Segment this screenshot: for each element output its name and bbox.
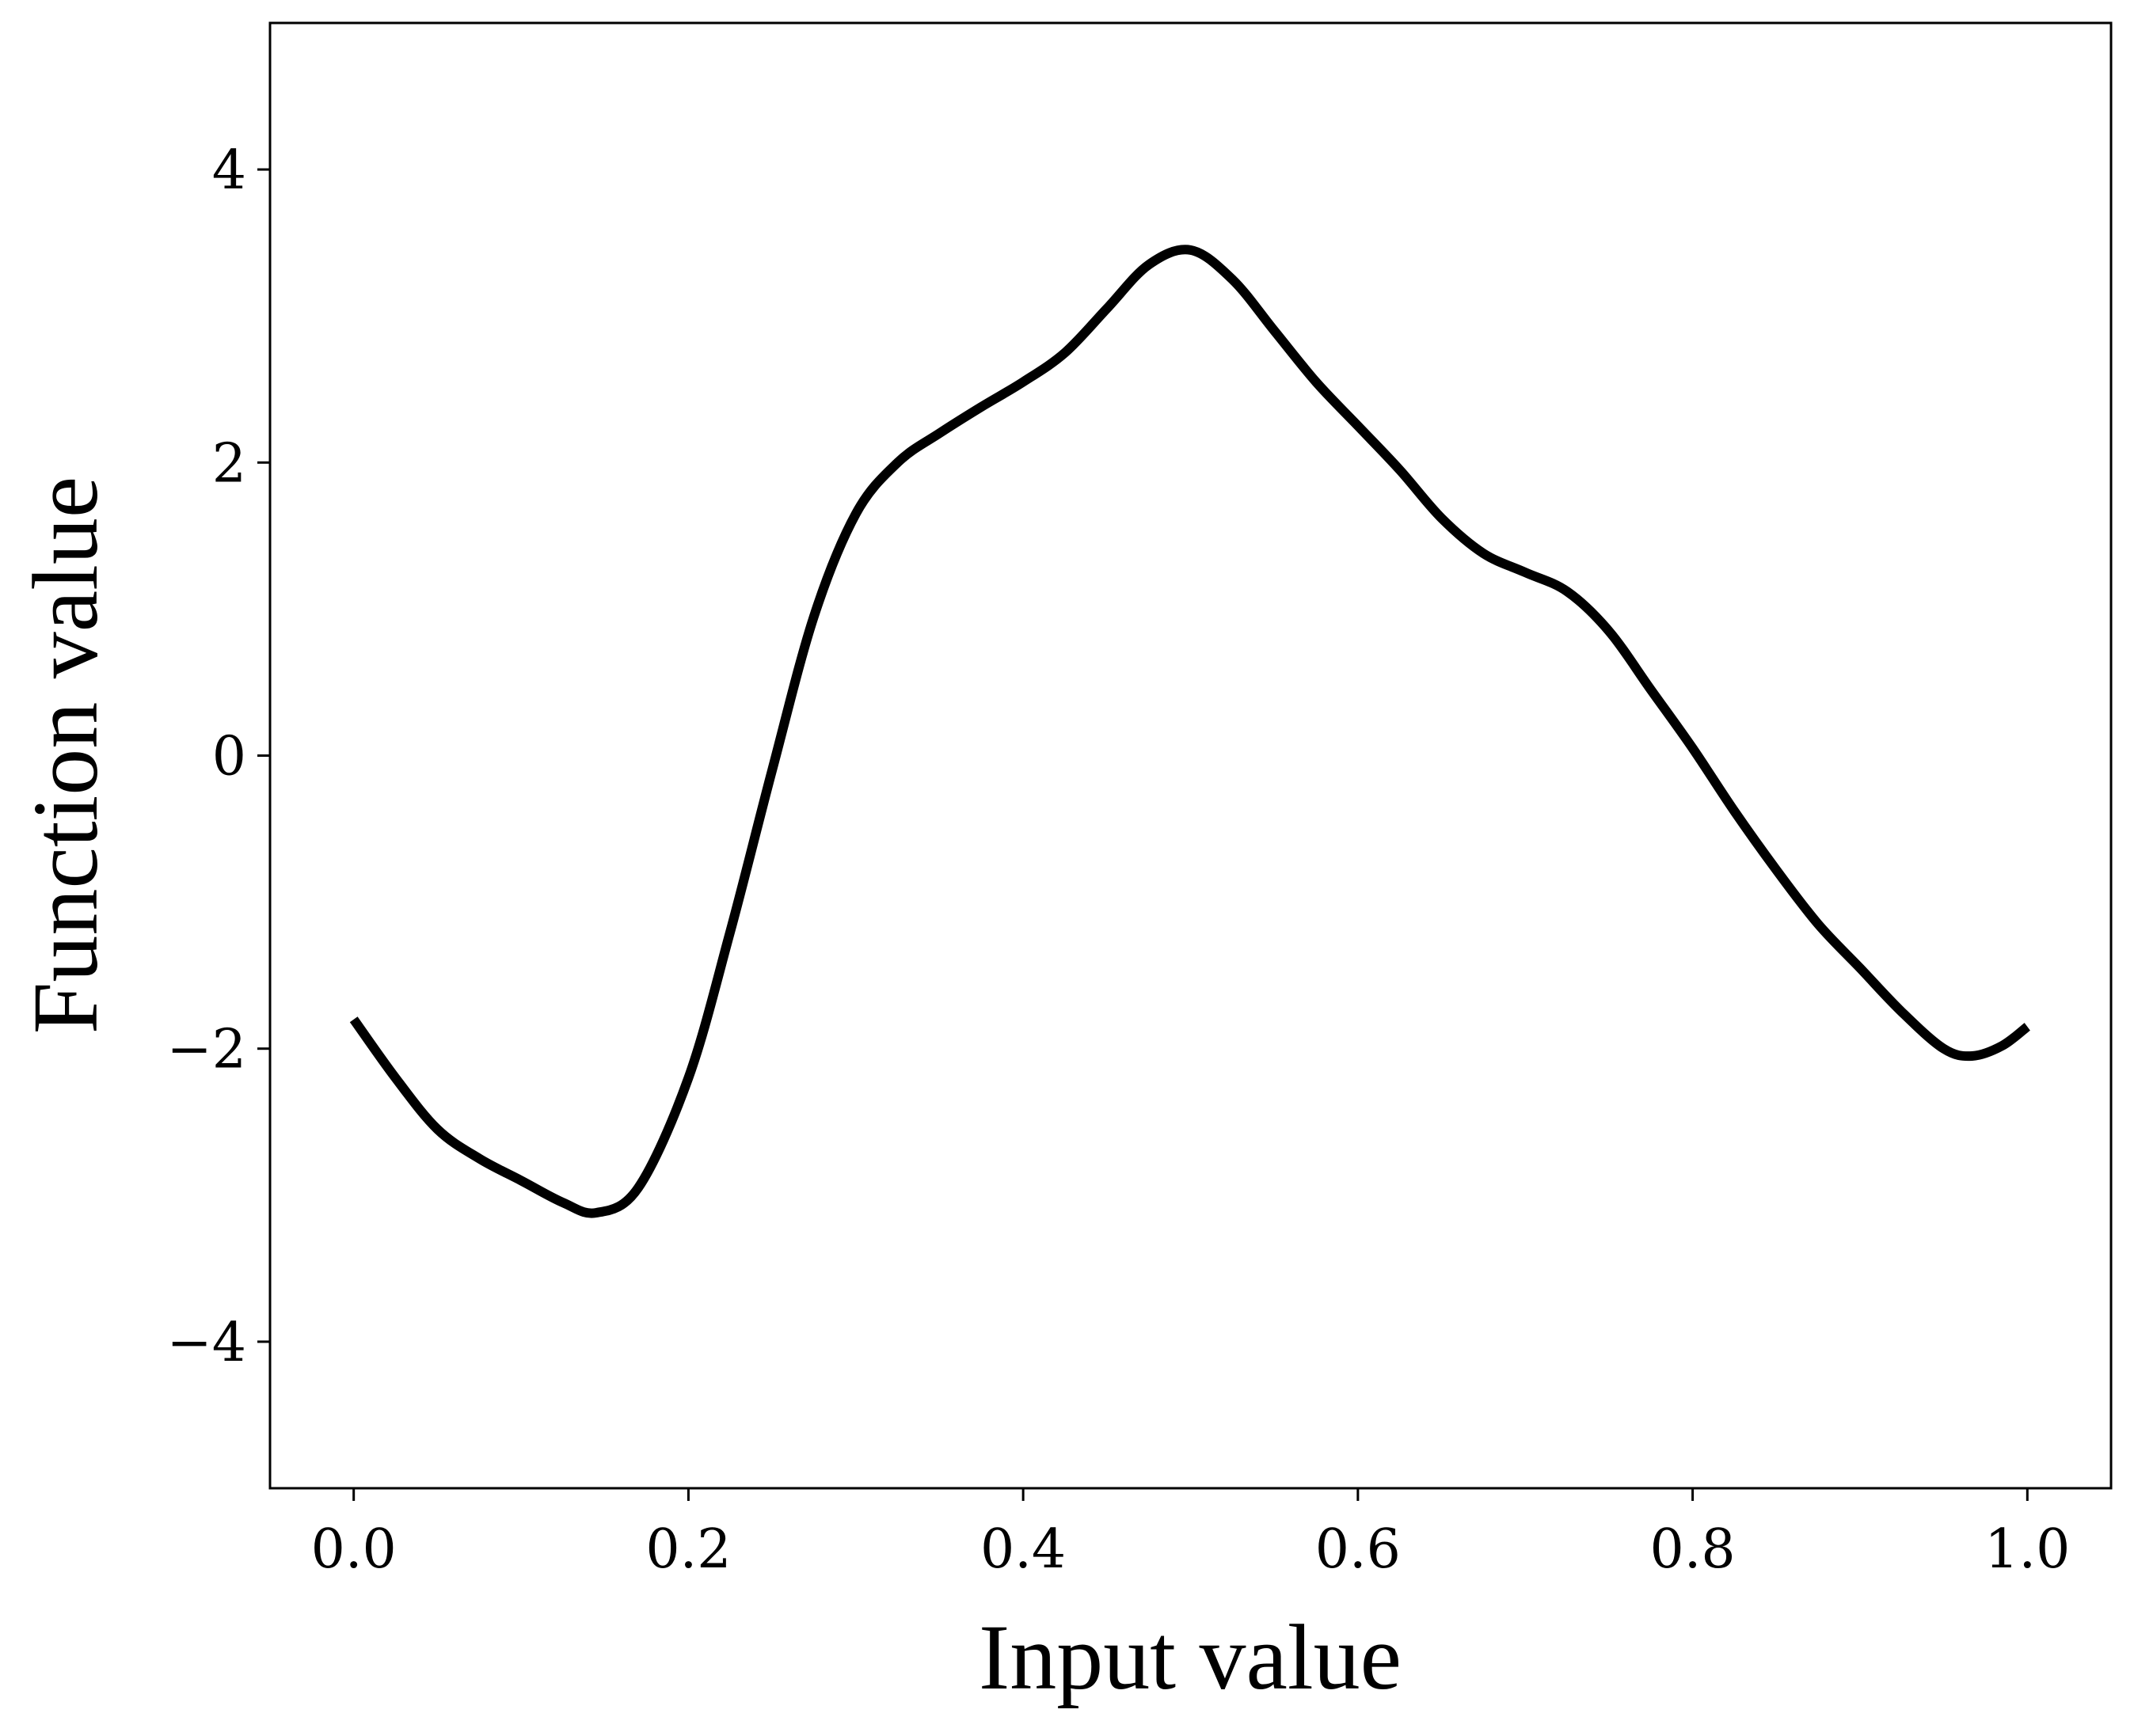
x-axis-title: Input value <box>979 1605 1402 1709</box>
plot-frame <box>268 21 2113 1490</box>
series-line <box>349 245 2031 1218</box>
y-tick-label: 4 <box>212 139 246 202</box>
x-axis: 0.0 0.2 0.4 0.6 0.8 1.0 <box>311 1488 2070 1581</box>
x-tick-label: 0.0 <box>311 1518 397 1581</box>
y-tick-label: −2 <box>167 1019 246 1081</box>
x-tick-label: 0.4 <box>980 1518 1066 1581</box>
x-tick-label: 0.6 <box>1315 1518 1401 1581</box>
y-tick-label: 2 <box>212 432 246 495</box>
y-axis: −4 −2 0 2 4 <box>167 139 270 1374</box>
y-tick-label: 0 <box>212 726 246 788</box>
x-tick-label: 0.8 <box>1650 1518 1736 1581</box>
x-tick-label: 0.2 <box>645 1518 731 1581</box>
y-tick-label: −4 <box>167 1312 246 1374</box>
y-axis-title: Function value <box>13 477 117 1035</box>
x-tick-label: 1.0 <box>1984 1518 2070 1581</box>
